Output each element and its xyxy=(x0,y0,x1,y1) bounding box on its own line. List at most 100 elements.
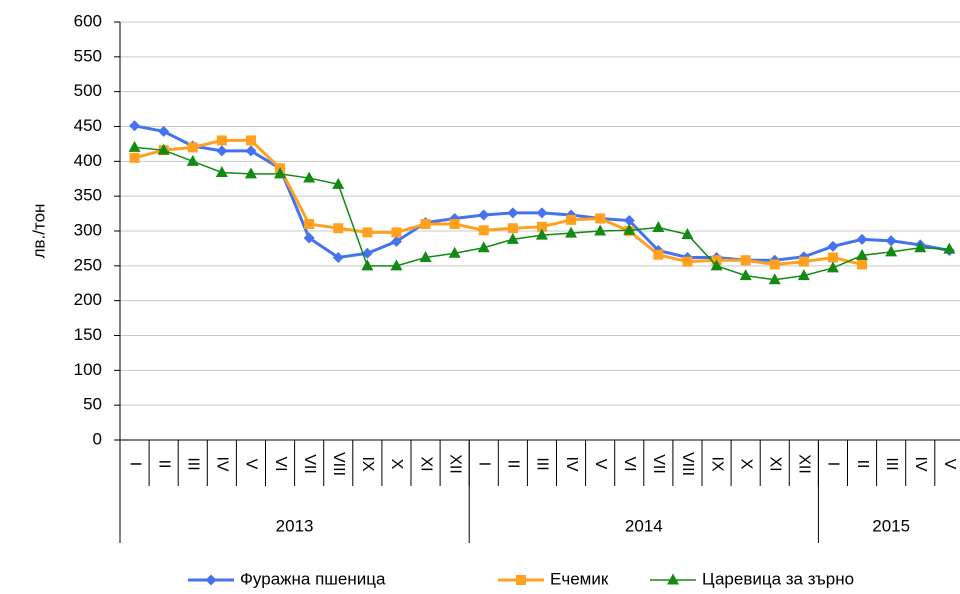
group-label: 2014 xyxy=(625,516,663,535)
data-point xyxy=(769,259,780,270)
data-point xyxy=(914,241,927,253)
data-point xyxy=(215,165,228,177)
data-point xyxy=(448,246,461,258)
data-point xyxy=(594,224,607,236)
data-point xyxy=(652,221,665,233)
x-tick-label: X xyxy=(388,459,405,470)
data-point xyxy=(535,228,548,240)
legend-item: Фуражна пшеница xyxy=(188,569,386,588)
data-point xyxy=(245,145,257,157)
y-tick-label: 50 xyxy=(83,395,102,414)
y-tick-label: 250 xyxy=(74,255,102,274)
data-point xyxy=(826,261,839,273)
data-point xyxy=(362,227,373,238)
data-point xyxy=(245,135,256,146)
legend-label: Царевица за зърно xyxy=(702,569,854,588)
data-point xyxy=(477,241,490,253)
x-tick-label: III xyxy=(185,457,202,470)
data-point xyxy=(566,214,577,225)
data-point xyxy=(653,249,664,260)
x-tick-label: I xyxy=(825,462,842,466)
x-tick-label: IV xyxy=(912,456,929,471)
y-tick-label: 300 xyxy=(74,220,102,239)
x-tick-label: IX xyxy=(708,456,725,471)
x-tick-label: XII xyxy=(446,454,463,474)
data-point xyxy=(332,251,344,263)
x-tick-label: VI xyxy=(272,456,289,471)
data-point xyxy=(506,232,519,244)
data-point xyxy=(623,215,635,227)
y-tick-label: 550 xyxy=(74,46,102,65)
x-tick-label: I xyxy=(476,462,493,466)
x-tick-label: I xyxy=(126,462,143,466)
x-tick-label: VI xyxy=(621,456,638,471)
x-tick-label: VIII xyxy=(330,452,347,476)
data-point xyxy=(885,235,897,247)
data-point xyxy=(856,233,868,245)
data-point xyxy=(565,226,578,238)
data-point xyxy=(216,145,228,157)
data-point xyxy=(186,154,199,166)
data-point xyxy=(827,252,838,263)
group-label: 2015 xyxy=(872,516,910,535)
data-point xyxy=(595,213,606,224)
legend-item: Ечемик xyxy=(498,569,609,588)
data-point xyxy=(507,223,518,234)
data-point xyxy=(274,167,287,179)
data-point xyxy=(390,259,403,271)
data-point xyxy=(244,167,257,179)
x-tick-label: V xyxy=(592,459,609,470)
y-tick-label: 600 xyxy=(74,11,102,30)
x-tick-label: XI xyxy=(417,456,434,471)
data-point xyxy=(682,256,693,267)
x-tick-label: II xyxy=(505,460,522,469)
x-tick-label: V xyxy=(243,459,260,470)
data-point xyxy=(536,221,547,232)
x-tick-label: VII xyxy=(301,454,318,474)
x-tick-label: V xyxy=(941,459,958,470)
data-point xyxy=(710,259,723,271)
legend-item: Царевица за зърно xyxy=(650,569,854,588)
data-point xyxy=(478,209,490,221)
y-tick-label: 150 xyxy=(74,325,102,344)
legend-marker xyxy=(205,574,217,586)
y-tick-label: 400 xyxy=(74,151,102,170)
data-point xyxy=(740,255,751,266)
legend-label: Ечемик xyxy=(550,569,609,588)
x-tick-label: IV xyxy=(563,456,580,471)
data-point xyxy=(187,142,198,153)
data-point xyxy=(885,245,898,257)
data-point xyxy=(798,256,809,267)
data-point xyxy=(856,248,869,260)
y-tick-label: 500 xyxy=(74,81,102,100)
data-point xyxy=(216,135,227,146)
data-point xyxy=(304,219,315,230)
data-point xyxy=(419,250,432,262)
series-line xyxy=(134,138,863,266)
data-point xyxy=(449,219,460,230)
data-point xyxy=(129,152,140,163)
data-point xyxy=(797,269,810,281)
group-label: 2013 xyxy=(276,516,314,535)
data-point xyxy=(739,269,752,281)
y-axis-label: лв./тон xyxy=(29,204,48,259)
data-point xyxy=(943,242,956,254)
data-point xyxy=(681,227,694,239)
x-tick-label: IX xyxy=(359,456,376,471)
x-tick-label: II xyxy=(854,460,871,469)
data-point xyxy=(623,223,636,235)
x-tick-label: VII xyxy=(650,454,667,474)
data-point xyxy=(129,120,141,132)
y-tick-label: 200 xyxy=(74,290,102,309)
data-point xyxy=(157,143,170,155)
x-tick-label: IV xyxy=(214,456,231,471)
data-point xyxy=(332,177,345,189)
data-point xyxy=(158,125,170,137)
x-tick-label: X xyxy=(737,459,754,470)
x-tick-label: XI xyxy=(767,456,784,471)
data-point xyxy=(391,227,402,238)
data-point xyxy=(536,207,548,219)
y-tick-label: 0 xyxy=(93,429,102,448)
y-tick-label: 100 xyxy=(74,360,102,379)
data-point xyxy=(478,225,489,236)
